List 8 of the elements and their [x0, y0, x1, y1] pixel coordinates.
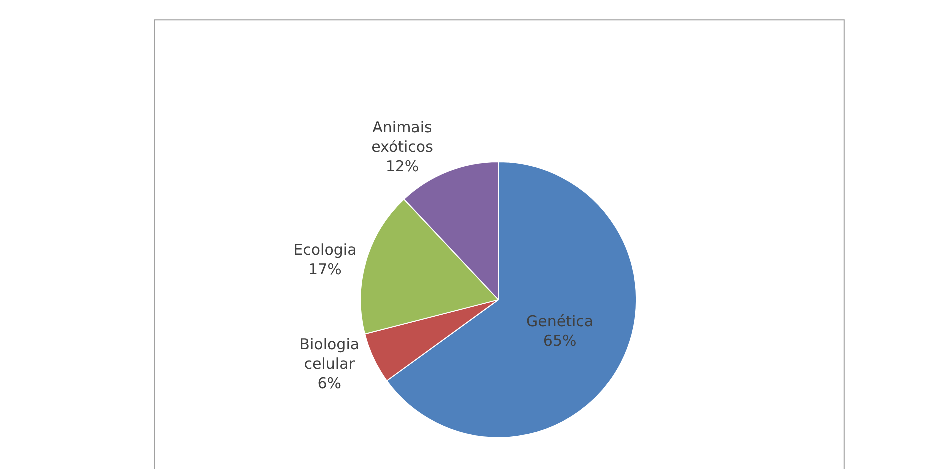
slice-label: Genética — [526, 312, 594, 330]
slice-label: Ecologia — [294, 241, 357, 260]
data-label: 17% — [308, 260, 342, 279]
data-label: 12% — [386, 158, 420, 176]
data-label: 6% — [318, 374, 342, 392]
slice-label: Animais exóticos — [372, 118, 434, 156]
data-label: 65% — [543, 332, 577, 350]
slice-label: Biologia celular — [300, 335, 360, 373]
